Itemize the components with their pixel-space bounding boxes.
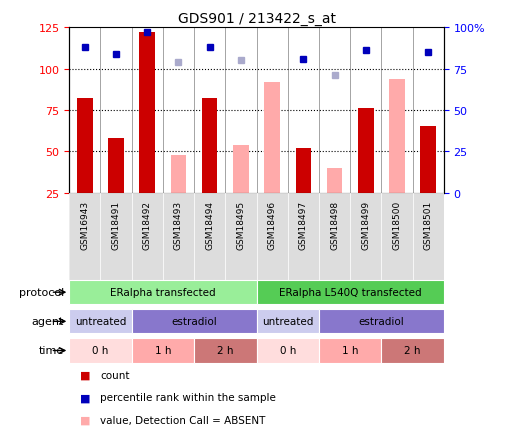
Text: percentile rank within the sample: percentile rank within the sample [100, 393, 276, 402]
FancyBboxPatch shape [319, 193, 350, 280]
FancyBboxPatch shape [256, 309, 319, 334]
Text: GSM16943: GSM16943 [81, 200, 89, 249]
Text: ■: ■ [80, 415, 90, 425]
Text: estradiol: estradiol [359, 317, 404, 326]
Bar [420, 127, 436, 193]
Text: GSM18494: GSM18494 [205, 200, 214, 249]
Text: ERalpha L540Q transfected: ERalpha L540Q transfected [279, 288, 422, 297]
Bar [171, 155, 186, 193]
Bar [108, 139, 124, 193]
FancyBboxPatch shape [225, 193, 256, 280]
FancyBboxPatch shape [132, 339, 194, 363]
Bar [264, 82, 280, 193]
FancyBboxPatch shape [256, 339, 319, 363]
Text: GSM18501: GSM18501 [424, 200, 432, 249]
Text: 2 h: 2 h [404, 346, 421, 355]
Text: ■: ■ [80, 393, 90, 402]
Bar [202, 99, 218, 193]
Title: GDS901 / 213422_s_at: GDS901 / 213422_s_at [177, 12, 336, 26]
Bar [140, 33, 155, 193]
FancyBboxPatch shape [194, 193, 225, 280]
Text: GSM18499: GSM18499 [361, 200, 370, 249]
FancyBboxPatch shape [101, 193, 132, 280]
Bar [327, 168, 342, 193]
Text: GSM18491: GSM18491 [111, 200, 121, 249]
Text: count: count [100, 370, 130, 380]
Text: 0 h: 0 h [280, 346, 296, 355]
Text: GSM18492: GSM18492 [143, 200, 152, 249]
FancyBboxPatch shape [256, 280, 444, 305]
FancyBboxPatch shape [412, 193, 444, 280]
FancyBboxPatch shape [350, 193, 381, 280]
Text: protocol: protocol [19, 288, 64, 297]
FancyBboxPatch shape [288, 193, 319, 280]
Bar [233, 145, 249, 193]
FancyBboxPatch shape [319, 339, 381, 363]
Text: agent: agent [32, 317, 64, 326]
Text: GSM18497: GSM18497 [299, 200, 308, 249]
Bar [389, 79, 405, 193]
Bar [77, 99, 93, 193]
Text: time: time [39, 346, 64, 355]
FancyBboxPatch shape [132, 309, 256, 334]
FancyBboxPatch shape [319, 309, 444, 334]
Text: 1 h: 1 h [154, 346, 171, 355]
FancyBboxPatch shape [381, 339, 444, 363]
FancyBboxPatch shape [69, 280, 256, 305]
FancyBboxPatch shape [163, 193, 194, 280]
Text: untreated: untreated [75, 317, 126, 326]
Text: estradiol: estradiol [171, 317, 217, 326]
Text: GSM18495: GSM18495 [236, 200, 245, 249]
Text: ERalpha transfected: ERalpha transfected [110, 288, 215, 297]
FancyBboxPatch shape [69, 193, 101, 280]
Text: 0 h: 0 h [92, 346, 109, 355]
FancyBboxPatch shape [194, 339, 256, 363]
FancyBboxPatch shape [132, 193, 163, 280]
FancyBboxPatch shape [69, 309, 132, 334]
Bar [295, 148, 311, 193]
FancyBboxPatch shape [69, 339, 132, 363]
Text: GSM18496: GSM18496 [268, 200, 277, 249]
Bar [358, 109, 373, 193]
Text: untreated: untreated [262, 317, 313, 326]
Text: GSM18498: GSM18498 [330, 200, 339, 249]
Text: GSM18493: GSM18493 [174, 200, 183, 249]
FancyBboxPatch shape [381, 193, 412, 280]
Text: 1 h: 1 h [342, 346, 359, 355]
Text: GSM18500: GSM18500 [392, 200, 402, 249]
Text: ■: ■ [80, 370, 90, 380]
FancyBboxPatch shape [256, 193, 288, 280]
Text: value, Detection Call = ABSENT: value, Detection Call = ABSENT [100, 415, 265, 425]
Text: 2 h: 2 h [217, 346, 233, 355]
